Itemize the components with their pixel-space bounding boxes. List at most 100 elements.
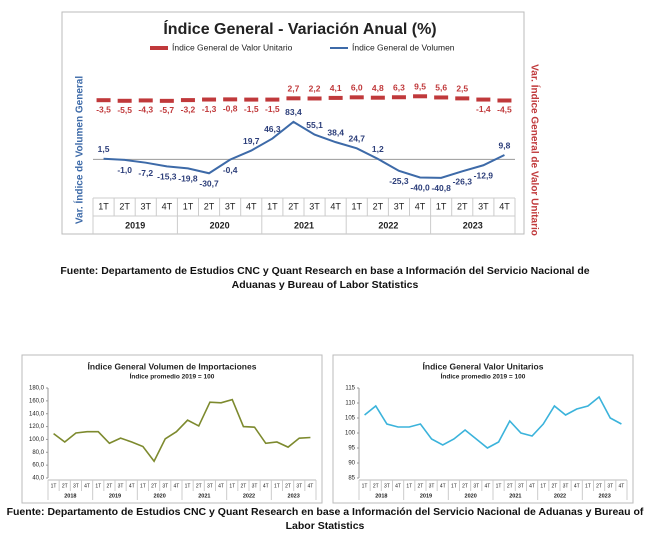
y-tick-label: 120,0 — [29, 424, 45, 430]
x-tick-label: 4T — [84, 483, 90, 489]
data-label: 46,3 — [264, 124, 281, 134]
data-label: -4,5 — [497, 105, 512, 115]
data-label: -0,4 — [223, 165, 238, 175]
source-note: Fuente: Departamento de Estudios CNC y Q… — [60, 265, 590, 291]
x-group-label: 2022 — [378, 220, 398, 230]
data-label: 2,5 — [456, 84, 468, 94]
source-note: Fuente: Departamento de Estudios CNC y Q… — [6, 506, 644, 532]
x-tick-label: 2T — [62, 483, 68, 489]
x-tick-label: 3T — [563, 483, 569, 489]
x-tick-label: 1T — [436, 201, 447, 211]
chart-frame — [332, 354, 634, 504]
x-tick-label: 1T — [585, 483, 591, 489]
x-group-label: 2021 — [198, 493, 210, 499]
volume-line — [103, 120, 505, 179]
unit-value-marker — [476, 97, 491, 102]
legend-label: Índice General de Volumen — [352, 42, 455, 52]
data-label: 1,2 — [372, 144, 384, 154]
unit-value-marker — [370, 95, 385, 100]
y-tick-label: 95 — [348, 446, 355, 452]
x-tick-label: 3T — [207, 483, 213, 489]
data-label: 5,6 — [435, 83, 447, 93]
x-tick-label: 4T — [574, 483, 580, 489]
data-label: 55,1 — [306, 120, 323, 130]
unit-value-marker — [413, 94, 428, 99]
y-tick-label: 90 — [348, 461, 355, 467]
x-tick-label: 1T — [95, 483, 101, 489]
x-tick-label: 4T — [330, 201, 341, 211]
x-tick-label: 2T — [373, 201, 384, 211]
y-tick-label: 180,0 — [29, 386, 45, 392]
data-label: 9,5 — [414, 82, 426, 92]
data-label: -3,2 — [181, 104, 196, 114]
x-tick-label: 1T — [183, 201, 194, 211]
data-label: 2,7 — [288, 84, 300, 94]
x-tick-label: 4T — [395, 483, 401, 489]
unit-value-marker — [391, 95, 406, 100]
x-group-label: 2020 — [210, 220, 230, 230]
data-label: 4,8 — [372, 83, 384, 93]
x-tick-label: 2T — [551, 483, 557, 489]
x-tick-label: 2T — [204, 201, 215, 211]
data-label: -40,8 — [431, 183, 451, 193]
data-label: 24,7 — [348, 134, 365, 144]
y-tick-label: 85 — [348, 476, 355, 482]
x-tick-label: 1T — [274, 483, 280, 489]
data-label: -1,3 — [202, 104, 217, 114]
data-label: -5,7 — [160, 105, 175, 115]
y-tick-label: 115 — [345, 386, 355, 392]
data-label: 6,3 — [393, 82, 405, 92]
data-label: -1,5 — [244, 104, 259, 114]
x-tick-label: 3T — [162, 483, 168, 489]
unit-value-marker — [455, 96, 470, 101]
x-tick-label: 3T — [296, 483, 302, 489]
data-label: -7,2 — [138, 168, 153, 178]
x-tick-label: 1T — [267, 201, 278, 211]
x-tick-label: 4T — [129, 483, 135, 489]
data-label: 6,0 — [351, 83, 363, 93]
unit-value-marker — [202, 97, 217, 102]
data-label: 38,4 — [327, 127, 344, 137]
data-label: 1,5 — [98, 144, 110, 154]
x-group-label: 2018 — [64, 493, 76, 499]
x-tick-label: 1T — [540, 483, 546, 489]
x-tick-label: 1T — [362, 483, 368, 489]
unit-value-marker — [307, 96, 322, 101]
x-tick-label: 2T — [285, 483, 291, 489]
y-tick-label: 80,0 — [32, 450, 44, 456]
unit-value-marker — [434, 95, 449, 100]
unit-value-marker — [138, 98, 153, 103]
x-group-label: 2022 — [554, 493, 566, 499]
x-tick-label: 2T — [462, 483, 468, 489]
data-label: 4,1 — [330, 83, 342, 93]
data-label: 19,7 — [243, 136, 260, 146]
x-tick-label: 2T — [196, 483, 202, 489]
data-label: -15,3 — [157, 172, 177, 182]
chart-title: Índice General Valor Unitarios — [423, 361, 544, 371]
data-label: -1,5 — [265, 104, 280, 114]
x-tick-label: 2T — [240, 483, 246, 489]
x-tick-label: 3T — [429, 483, 435, 489]
x-tick-label: 4T — [173, 483, 179, 489]
x-tick-label: 3T — [118, 483, 124, 489]
x-tick-label: 4T — [246, 201, 257, 211]
x-group-label: 2023 — [463, 220, 483, 230]
y-tick-label: 140,0 — [29, 411, 45, 417]
unit-value-marker — [244, 97, 259, 102]
data-label: -19,8 — [178, 174, 198, 184]
x-tick-label: 1T — [98, 201, 109, 211]
x-tick-label: 4T — [529, 483, 535, 489]
x-tick-label: 1T — [451, 483, 457, 489]
x-tick-label: 2T — [106, 483, 112, 489]
x-group-label: 2020 — [465, 493, 477, 499]
data-label: -30,7 — [199, 179, 219, 189]
x-group-label: 2023 — [599, 493, 611, 499]
data-label: -1,4 — [476, 104, 491, 114]
data-label: -5,5 — [117, 105, 132, 115]
x-tick-label: 1T — [351, 201, 362, 211]
unit-value-marker — [180, 98, 195, 103]
y-tick-label: 110 — [345, 401, 355, 407]
x-tick-label: 2T — [151, 483, 157, 489]
x-tick-label: 3T — [384, 483, 390, 489]
